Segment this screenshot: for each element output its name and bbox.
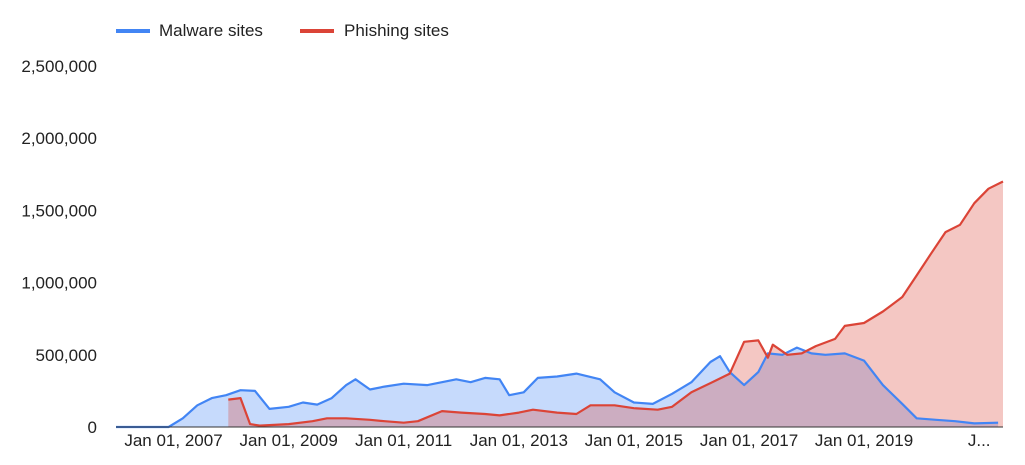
x-axis: Jan 01, 2007 Jan 01, 2009 Jan 01, 2011 Jan …: [124, 431, 990, 450]
area-malware: [116, 347, 999, 427]
legend-item-phishing[interactable]: Phishing sites: [300, 21, 449, 40]
line-malware[interactable]: [116, 346, 999, 429]
y-tick-label: 2,000,000: [21, 129, 97, 148]
y-tick-label: 2,500,000: [21, 57, 97, 76]
y-tick-label: 500,000: [36, 346, 97, 365]
legend-label-malware: Malware sites: [159, 21, 263, 40]
x-tick-label: Jan 01, 2009: [240, 431, 338, 450]
y-axis: 0 500,000 1,000,000 1,500,000 2,000,000 2,500…: [21, 57, 97, 437]
legend[interactable]: Malware sites Phishing sites: [116, 21, 449, 40]
line-phishing[interactable]: [228, 180, 1004, 427]
x-tick-label: Jan 01, 2019: [815, 431, 913, 450]
legend-item-malware[interactable]: Malware sites: [116, 21, 263, 40]
x-tick-label: J...: [968, 431, 991, 450]
y-tick-label: 1,000,000: [21, 274, 97, 293]
x-tick-label: Jan 01, 2013: [470, 431, 568, 450]
x-tick-label: Jan 01, 2017: [700, 431, 798, 450]
x-tick-label: Jan 01, 2011: [355, 431, 452, 450]
x-tick-label: Jan 01, 2007: [124, 431, 222, 450]
area-phishing: [228, 181, 1004, 427]
y-tick-label: 1,500,000: [21, 201, 97, 220]
y-tick-label: 0: [88, 418, 97, 437]
legend-label-phishing: Phishing sites: [344, 21, 449, 40]
x-tick-label: Jan 01, 2015: [585, 431, 683, 450]
